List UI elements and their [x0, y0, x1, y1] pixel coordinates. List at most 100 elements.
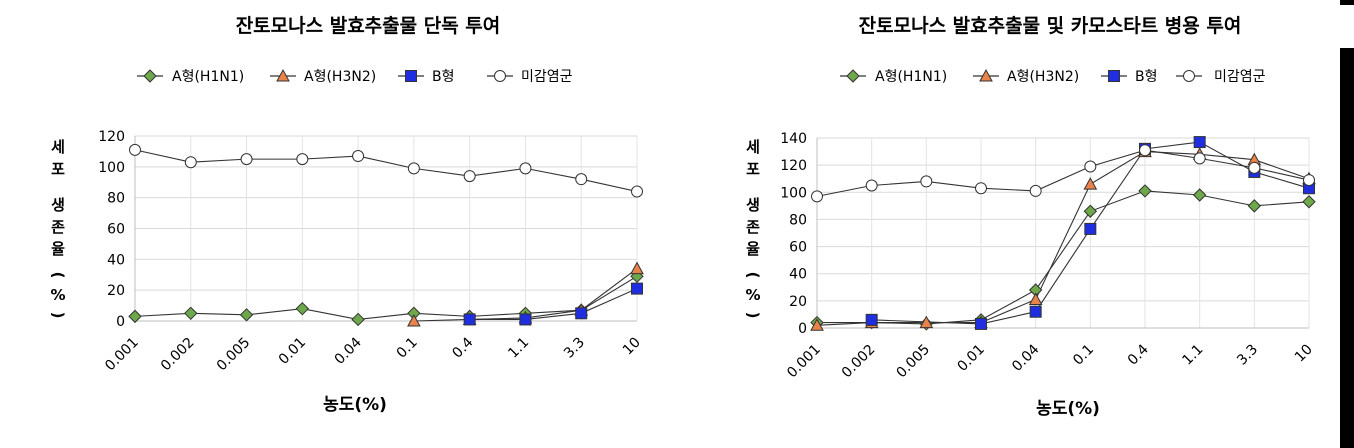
legend-label: A형(H3N2) — [304, 69, 376, 85]
data-point — [184, 156, 197, 169]
data-point — [1248, 161, 1261, 174]
y-label-glyph: % — [745, 286, 760, 304]
chart-title: 잔토모나스 발효추출물 및 카모스타트 병용 투여 — [859, 15, 1242, 37]
legend-label: A형(H1N1) — [875, 69, 947, 85]
chart-left: 잔토모나스 발효추출물 단독 투여 A형(H1N1) A형(H3N2) B형 미감염군 0… — [49, 15, 644, 415]
legend-marker — [143, 69, 157, 83]
data-point — [407, 162, 420, 175]
y-tick-label: 0 — [798, 321, 807, 337]
y-label-glyph: 율 — [746, 240, 760, 258]
data-point — [1139, 144, 1151, 157]
y-label-glyph: 세 — [746, 138, 760, 156]
x-tick-label: 0.01 — [954, 342, 987, 375]
x-tick-label: 10 — [620, 335, 644, 359]
x-tick-label: 0.005 — [893, 342, 933, 382]
x-tick-label: 3.3 — [1234, 342, 1261, 369]
y-label-glyph: ) — [744, 312, 762, 319]
series-line — [134, 149, 638, 193]
data-point — [1029, 305, 1042, 318]
chart-right: 잔토모나스 발효추출물 및 카모스타트 병용 투여 A형(H1N1) A형(H3N2… — [744, 15, 1316, 419]
legend-marker — [846, 69, 860, 83]
data-point — [1302, 195, 1316, 209]
legend-marker — [1183, 70, 1195, 82]
y-tick-label: 0 — [116, 314, 125, 330]
legend-marker — [405, 70, 417, 82]
data-point — [1084, 160, 1097, 173]
data-point — [920, 175, 933, 188]
data-point — [631, 185, 643, 198]
x-tick-label: 0.04 — [1009, 341, 1042, 374]
y-tick-label: 120 — [780, 158, 807, 174]
data-point — [1083, 204, 1098, 218]
y-tick-label: 100 — [98, 160, 125, 176]
y-label-glyph: 존 — [746, 218, 760, 236]
x-tick-label: 0.1 — [1070, 342, 1097, 369]
y-tick-label: 60 — [789, 240, 807, 256]
x-tick-label: 3.3 — [561, 335, 588, 362]
x-tick-label: 0.4 — [449, 334, 476, 361]
data-point — [575, 173, 588, 186]
data-point — [296, 153, 309, 166]
data-point — [575, 307, 588, 320]
y-label-glyph: 존 — [51, 218, 65, 236]
legend: A형(H1N1) A형(H3N2) B형 미감염군 — [840, 68, 1266, 85]
data-point — [519, 313, 532, 326]
legend-label: 미감염군 — [1214, 69, 1266, 85]
data-point — [1193, 136, 1206, 149]
legend-marker — [1108, 70, 1120, 82]
x-tick-label: 0.001 — [102, 335, 142, 375]
data-point — [1138, 184, 1152, 198]
x-tick-label: 0.4 — [1125, 341, 1152, 368]
y-tick-label: 60 — [107, 222, 125, 238]
edge-bar — [1340, 48, 1354, 448]
data-point — [975, 182, 987, 195]
data-point — [1084, 222, 1097, 235]
data-point — [240, 153, 253, 166]
y-tick-label: 100 — [780, 185, 807, 201]
x-tick-label: 0.1 — [394, 335, 421, 362]
series-line — [469, 288, 638, 321]
chart-title: 잔토모나스 발효추출물 단독 투여 — [236, 15, 501, 37]
x-axis-label: 농도(%) — [1036, 399, 1100, 419]
legend-label: 미감염군 — [521, 69, 573, 85]
y-tick-label: 80 — [107, 191, 125, 207]
legend: A형(H1N1) A형(H3N2) B형 미감염군 — [137, 68, 573, 85]
data-point — [865, 179, 878, 192]
data-point — [630, 261, 644, 275]
data-point — [1028, 292, 1043, 305]
data-point — [352, 150, 365, 163]
data-point — [239, 308, 254, 322]
legend-marker — [276, 68, 290, 82]
y-tick-label: 40 — [789, 267, 807, 283]
data-point — [1192, 188, 1207, 202]
y-label-glyph: 율 — [51, 240, 65, 258]
data-point — [519, 162, 532, 175]
y-label-glyph: 포 — [51, 160, 65, 178]
x-tick-label: 0.005 — [214, 335, 254, 375]
data-point — [295, 301, 310, 316]
legend-label: A형(H1N1) — [172, 69, 244, 85]
x-tick-label: 0.01 — [276, 335, 309, 368]
y-label-glyph: ( — [744, 272, 762, 279]
data-point — [128, 309, 142, 324]
x-tick-label: 0.04 — [332, 334, 365, 367]
data-point — [975, 317, 987, 330]
x-axis-label: 농도(%) — [323, 395, 387, 415]
y-tick-label: 20 — [107, 283, 125, 299]
data-point — [810, 318, 824, 331]
y-label-glyph: ) — [49, 312, 67, 319]
legend-marker — [979, 68, 993, 82]
data-point — [919, 315, 934, 329]
data-point — [463, 313, 476, 326]
legend-label: B형 — [432, 69, 455, 85]
series-line — [871, 141, 1310, 325]
y-label-glyph: 세 — [51, 138, 65, 156]
x-tick-label: 10 — [1292, 342, 1316, 366]
data-point — [1193, 152, 1206, 165]
y-label-glyph: % — [50, 286, 65, 304]
y-tick-label: 140 — [780, 131, 807, 147]
data-point — [407, 313, 421, 327]
x-tick-label: 1.1 — [1179, 342, 1206, 369]
